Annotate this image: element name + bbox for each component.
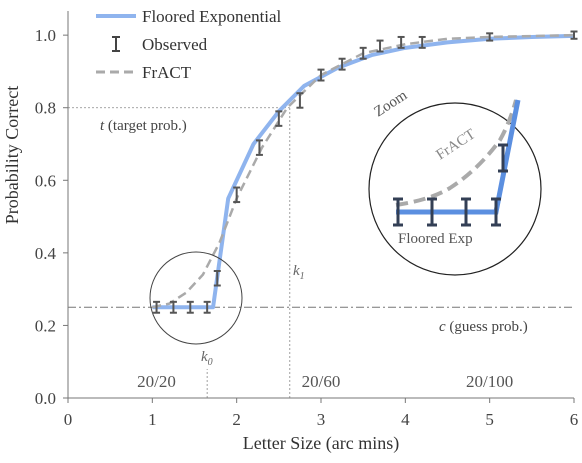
x-tick-label: 1 bbox=[148, 410, 157, 429]
legend-observed-swatch bbox=[112, 36, 120, 52]
y-tick-label: 0.6 bbox=[35, 171, 56, 190]
reference-lines bbox=[68, 107, 574, 398]
t-symbol: t bbox=[100, 118, 105, 134]
fract-line bbox=[152, 33, 575, 309]
y-tick-label: 0.8 bbox=[35, 99, 56, 118]
zoom-fract-label: FrACT bbox=[433, 126, 478, 163]
observed-point bbox=[418, 35, 426, 49]
zoom-label: Zoom bbox=[371, 87, 410, 120]
k1-sub: 1 bbox=[300, 271, 305, 282]
acuity-label: 20/60 bbox=[302, 372, 341, 391]
observed-point bbox=[169, 300, 177, 314]
x-ticks: 0 1 2 3 4 5 6 bbox=[64, 398, 579, 429]
legend-floored-label: Floored Exponential bbox=[142, 7, 282, 26]
zoom-source-circle bbox=[149, 251, 243, 345]
acuity-labels: 20/20 20/60 20/100 bbox=[137, 372, 513, 391]
zoom-observed-point bbox=[427, 197, 437, 227]
observed-point bbox=[296, 92, 304, 109]
observed-point bbox=[359, 46, 367, 60]
y-tick-label: 0.4 bbox=[35, 244, 57, 263]
zoom-observed-point bbox=[491, 197, 501, 227]
target-prob-label: t (target prob.) bbox=[100, 118, 187, 134]
series-layer bbox=[152, 30, 578, 314]
legend: Floored Exponential Observed FrACT bbox=[96, 7, 282, 82]
y-axis-label: Probability Correct bbox=[2, 86, 22, 224]
c-text: (guess prob.) bbox=[446, 319, 528, 335]
acuity-label: 20/100 bbox=[466, 372, 513, 391]
x-tick-label: 6 bbox=[570, 410, 579, 429]
y-tick-label: 0.2 bbox=[35, 316, 56, 335]
observed-point bbox=[570, 30, 578, 40]
x-tick-label: 3 bbox=[317, 410, 326, 429]
observed-point bbox=[213, 270, 221, 287]
zoom-observed-point bbox=[498, 143, 508, 173]
observed-point bbox=[338, 57, 346, 71]
observed-point bbox=[275, 110, 283, 127]
observed-point bbox=[486, 32, 494, 42]
zoom-observed-point bbox=[461, 197, 471, 227]
observed-point bbox=[233, 186, 241, 204]
c-symbol: c bbox=[439, 319, 446, 335]
observed-point bbox=[153, 300, 161, 314]
x-tick-label: 4 bbox=[401, 410, 410, 429]
y-tick-label: 1.0 bbox=[35, 26, 56, 45]
guess-prob-label: c (guess prob.) bbox=[439, 319, 528, 335]
observed-point bbox=[203, 300, 211, 314]
observed-point bbox=[186, 300, 194, 314]
x-tick-label: 0 bbox=[64, 410, 73, 429]
zoom-inset: Zoom FrACT Floored Exp bbox=[368, 87, 542, 276]
zoom-inset-circle bbox=[368, 102, 542, 276]
x-tick-label: 5 bbox=[485, 410, 494, 429]
acuity-label: 20/20 bbox=[137, 372, 176, 391]
y-tick-label: 0.0 bbox=[35, 389, 56, 408]
observed-point bbox=[255, 139, 263, 156]
y-ticks: 0.0 0.2 0.4 0.6 0.8 1.0 bbox=[35, 26, 68, 408]
annotations: t (target prob.) c (guess prob.) k1 k0 2… bbox=[100, 118, 528, 391]
zoom-observed-point bbox=[393, 197, 403, 227]
k0-sub: 0 bbox=[208, 357, 213, 368]
observed-point bbox=[397, 35, 405, 49]
zoom-errorbars bbox=[393, 143, 508, 227]
k1-main: k bbox=[293, 263, 300, 279]
floored-exp-line bbox=[152, 33, 575, 310]
zoom-floored-curve bbox=[396, 99, 521, 215]
x-tick-label: 2 bbox=[232, 410, 241, 429]
zoom-floored-label: Floored Exp bbox=[398, 231, 473, 247]
legend-fract-label: FrACT bbox=[142, 63, 192, 82]
zoom-fract-curve bbox=[395, 99, 518, 207]
legend-observed-label: Observed bbox=[142, 35, 208, 54]
x-axis-label: Letter Size (arc mins) bbox=[243, 433, 399, 454]
t-text: (target prob.) bbox=[104, 118, 187, 134]
k0-label: k0 bbox=[201, 349, 213, 368]
k1-label: k1 bbox=[293, 263, 305, 282]
axes: 0 1 2 3 4 5 6 0.0 0.2 0.4 0.6 0.8 1.0 Letter Size (… bbox=[2, 11, 578, 454]
k0-main: k bbox=[201, 349, 208, 365]
observed-point bbox=[317, 68, 325, 82]
observed-point bbox=[376, 39, 384, 53]
